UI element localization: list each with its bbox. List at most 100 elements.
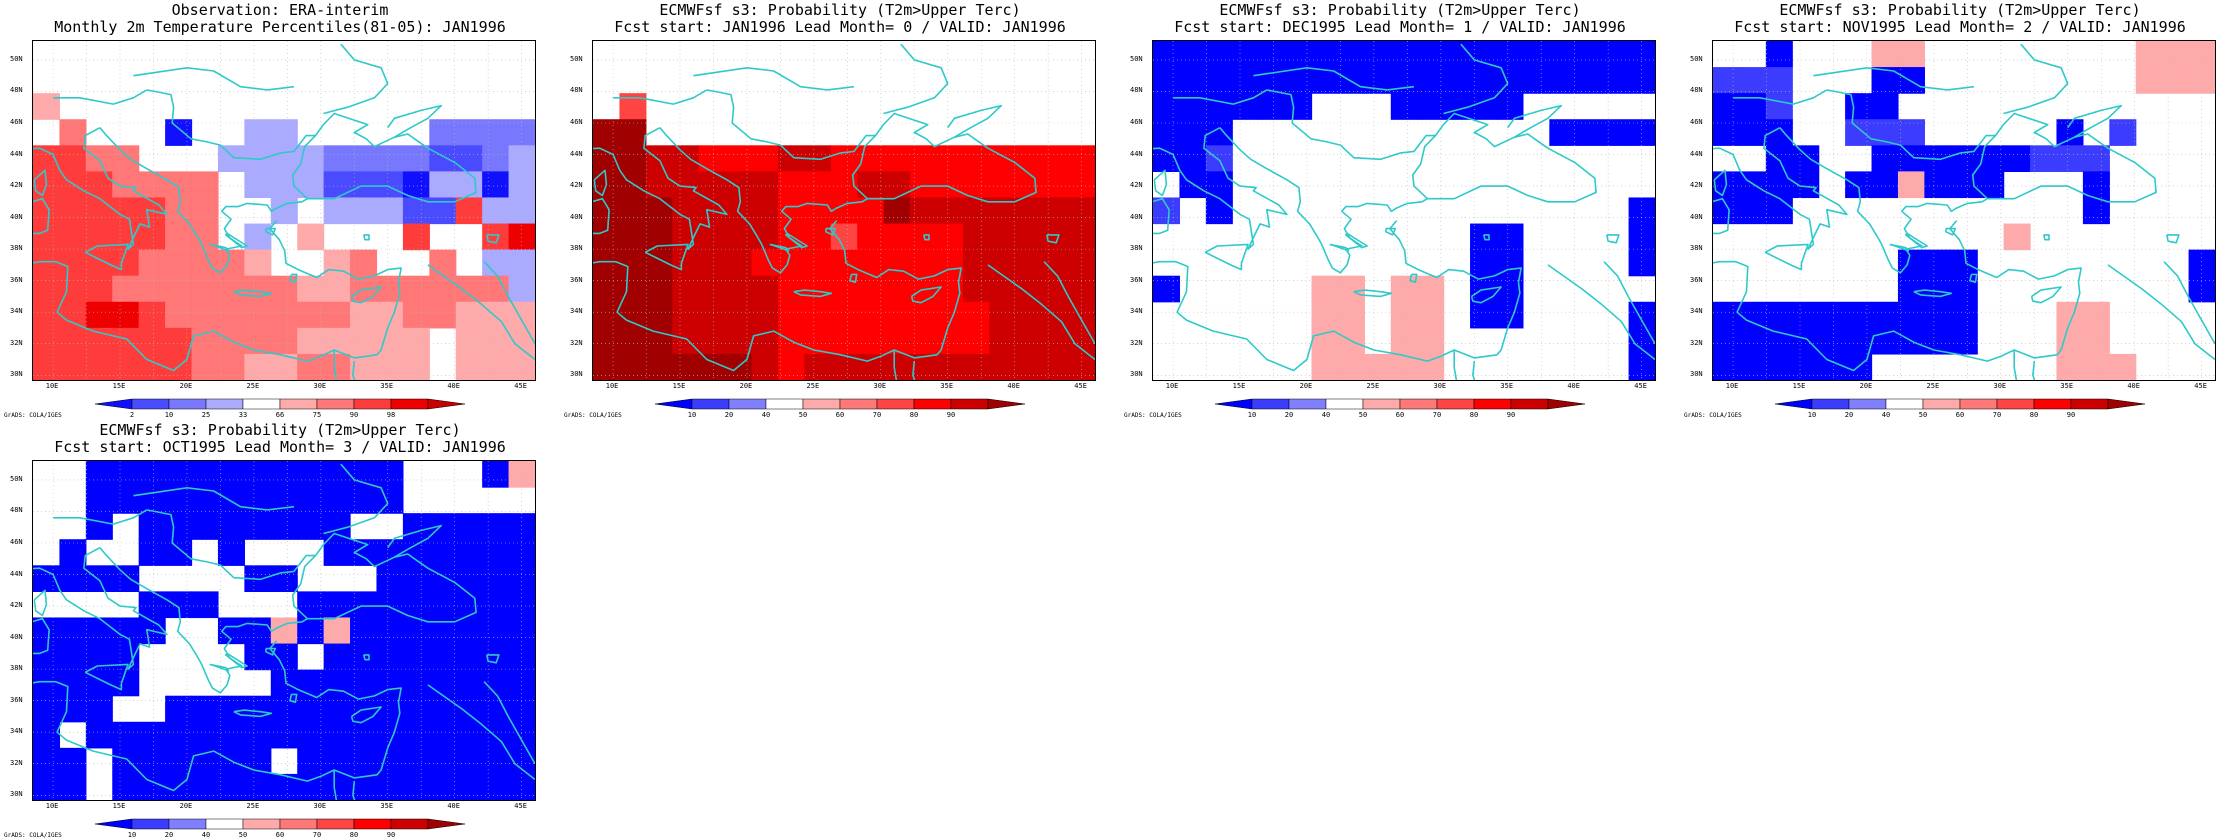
grid-cell xyxy=(1042,353,1070,380)
grid-cell xyxy=(112,275,140,303)
grid-cell xyxy=(323,747,351,775)
grid-cell xyxy=(402,721,430,749)
grid-cell xyxy=(962,249,990,277)
colorbar-swatch xyxy=(728,398,767,410)
grid-cell xyxy=(1628,353,1655,380)
coastline xyxy=(362,234,370,241)
grid-cell xyxy=(593,353,621,380)
grid-cell xyxy=(244,643,272,671)
lon-tick-label: 15E xyxy=(1232,382,1246,390)
grid-cell xyxy=(138,353,166,380)
coastline xyxy=(1470,286,1502,304)
grid-cell xyxy=(1417,275,1445,303)
coastline xyxy=(1329,243,1350,252)
coastline xyxy=(2003,43,2069,115)
grid-cell xyxy=(1311,353,1339,380)
grid-cell xyxy=(1792,145,1820,172)
grid-cell xyxy=(1871,145,1899,172)
grid-cell xyxy=(1470,249,1498,277)
lon-tick-label: 30E xyxy=(1433,382,1447,390)
grid-cell xyxy=(59,353,87,380)
coastline xyxy=(1913,289,1953,298)
grid-cell xyxy=(429,695,457,723)
grid-cell xyxy=(2082,327,2110,355)
grid-cell xyxy=(112,249,140,277)
grid-cell xyxy=(1845,93,1873,120)
grid-cell xyxy=(376,617,404,645)
grid-cell xyxy=(455,197,483,225)
colorbar-swatch xyxy=(95,818,133,830)
colorbar-label: 80 xyxy=(909,411,919,419)
lat-tick-label: 50N xyxy=(10,54,23,63)
grid-cell xyxy=(2082,353,2110,380)
grid-cell xyxy=(593,145,621,172)
grid-cell xyxy=(593,301,621,329)
grid-cell xyxy=(1871,327,1899,355)
lon-tick-label: 25E xyxy=(246,802,260,810)
grid-cell xyxy=(112,669,140,697)
grid-cell xyxy=(191,461,219,488)
grid-cell xyxy=(402,643,430,671)
grid-cell xyxy=(1739,197,1767,225)
grid-cell xyxy=(1015,327,1043,355)
grid-cell xyxy=(323,301,351,329)
colorbar-swatch xyxy=(1996,398,2035,410)
grid-cell xyxy=(1179,145,1207,172)
grid-cell xyxy=(165,487,193,514)
coastline xyxy=(1153,220,1522,372)
grid-cell xyxy=(1042,301,1070,329)
lon-tick-label: 45E xyxy=(1634,382,1647,390)
grid-cell xyxy=(429,513,457,540)
grid-cell xyxy=(455,695,483,723)
grid-cell xyxy=(191,301,219,329)
grads-credit: GrADS: COLA/IGES xyxy=(1124,412,1182,419)
grid-cell xyxy=(85,565,113,592)
grid-cell xyxy=(165,223,193,251)
colorbar-label: 70 xyxy=(312,831,322,839)
grid-cell xyxy=(1871,171,1899,199)
coastline xyxy=(883,43,949,115)
coastline xyxy=(2107,264,2215,361)
grid-cell xyxy=(725,223,753,251)
grid-cell xyxy=(33,669,61,697)
coastline xyxy=(593,126,728,250)
grid-cell xyxy=(1205,67,1233,94)
grid-cell xyxy=(244,301,272,329)
grid-cell xyxy=(1950,327,1978,355)
grid-cell xyxy=(1575,119,1603,146)
grid-cell xyxy=(1950,301,1978,329)
grid-cell xyxy=(297,327,325,355)
grid-cell xyxy=(482,721,510,749)
grid-cell xyxy=(1417,327,1445,355)
grid-cell xyxy=(376,145,404,172)
grid-cell xyxy=(1443,67,1471,94)
colorbar-label: 40 xyxy=(1321,411,1331,419)
lat-tick-label: 40N xyxy=(10,632,23,641)
coastline xyxy=(1266,89,1436,161)
grid-cell xyxy=(1845,301,1873,329)
lat-tick-label: 36N xyxy=(570,275,583,284)
coastline xyxy=(291,112,477,203)
lat-tick-label: 46N xyxy=(570,117,583,126)
grid-cell xyxy=(1713,301,1741,329)
panel-subtitle: Monthly 2m Temperature Percentiles(81-05… xyxy=(54,18,506,36)
lat-tick-label: 50N xyxy=(570,54,583,63)
grid-cell xyxy=(482,301,510,329)
grid-cell xyxy=(1897,41,1925,68)
grid-cell xyxy=(777,275,805,303)
lat-tick-label: 44N xyxy=(10,149,23,158)
grid-cell xyxy=(857,275,885,303)
grid-cell xyxy=(85,461,113,488)
lon-tick-label: 30E xyxy=(313,802,327,810)
grid-cell xyxy=(455,275,483,303)
grid-cell xyxy=(725,249,753,277)
lon-tick-label: 35E xyxy=(2060,382,2074,390)
grid-cell xyxy=(59,565,87,592)
grid-cell xyxy=(85,513,113,540)
coastline xyxy=(1443,43,1509,115)
grid-cell xyxy=(323,591,351,619)
grid-cell xyxy=(59,249,87,277)
grid-cell xyxy=(402,539,430,566)
lon-tick-label: 15E xyxy=(112,382,126,390)
coastline xyxy=(947,104,1003,138)
